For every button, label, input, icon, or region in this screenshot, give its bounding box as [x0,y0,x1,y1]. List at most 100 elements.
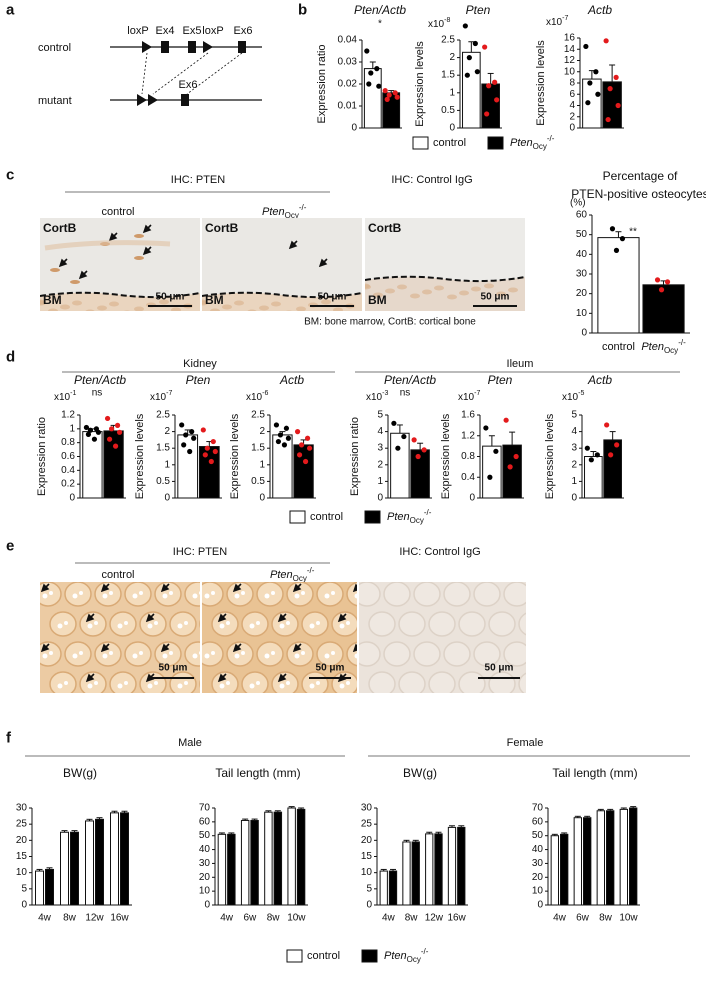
paneth [162,653,168,659]
panel-label: b [298,2,307,19]
data-point [492,79,498,85]
y-tick-label: 0.5 [156,476,170,487]
data-point [614,442,620,448]
y-tick-label: 40 [199,844,211,855]
paneth [79,651,83,655]
group-title: Male [178,737,202,749]
crypt [256,641,284,667]
data-point [210,438,216,445]
bar [177,434,199,499]
data-point [391,420,397,426]
data-point [212,448,218,455]
caption-text: Pten [270,569,293,581]
y-multiplier: x10-3 [366,390,388,403]
data-point [474,69,480,75]
paneth [219,683,225,689]
y-tick-label: 1.5 [441,70,455,81]
y-tick-label: 0 [537,900,543,911]
data-point [95,429,102,435]
element-label: Ex4 [156,25,175,37]
data-point [392,90,398,96]
series-name-sub: Ocy [410,516,424,525]
bar [379,870,388,906]
crypt [241,611,269,637]
bar [425,833,434,906]
chart-title: Tail length (mm) [215,766,300,780]
crypt [184,641,200,667]
paneth [177,623,183,629]
data-point [605,116,611,123]
boundary [365,275,525,283]
legend-swatch [364,510,381,524]
y-tick-label: 0.5 [441,105,455,116]
crypt [398,671,426,693]
paneth [271,591,275,595]
marrow-cell [365,284,371,290]
y-multiplier-exp: -1 [70,390,76,397]
y-tick-label: 60 [576,210,588,221]
paneth [324,593,330,599]
arrow [85,673,95,683]
data-point [366,81,372,87]
y-label: Expression levels [535,40,547,126]
y-multiplier-base: x10 [54,392,71,403]
arrow [100,583,110,593]
data-point [608,452,614,458]
paneth [339,623,345,629]
y-tick-label: 60 [532,816,544,827]
region-label: CortB [43,221,77,235]
paneth [226,621,230,625]
paneth [241,591,245,595]
arrow [160,643,170,653]
arrow [145,673,155,683]
paneth [109,591,113,595]
paneth [301,591,305,595]
y-tick-label: 2 [449,52,455,63]
y-tick-label: 0 [569,123,575,134]
series-name: control [310,511,343,523]
marrow-cell [222,304,232,310]
paneth [286,681,290,685]
data-point [619,236,626,242]
bar [411,841,420,906]
y-multiplier-exp: -3 [382,390,388,397]
y-tick-label: 60 [199,816,211,827]
y-tick-label: 2 [259,426,265,437]
y-tick-label: 0.2 [61,479,75,490]
bar [583,817,592,906]
y-tick-label: 40 [532,844,544,855]
y-tick-label: 1.2 [461,430,475,441]
y-label: Expression ratio [36,417,48,496]
y-tick-label: 15 [361,851,373,862]
chart-title: PTEN-positive osteocytes [571,187,706,201]
group-title: Kidney [183,358,217,370]
y-tick-label: 4 [569,100,575,111]
bar [582,78,602,129]
paneth [64,621,68,625]
y-tick-label: 0.6 [61,451,75,462]
data-point [181,442,187,448]
chart-title: Pten/Actb [74,373,126,387]
crypt [458,671,486,693]
data-point [486,83,492,89]
bar [250,819,259,906]
bar [434,833,443,906]
crypt [428,611,456,637]
marrow-cell [333,307,343,311]
crypt [49,611,77,637]
paneth [49,651,53,655]
chart-title: Pten [488,373,513,387]
region-label: CortB [368,221,402,235]
crypt [443,641,471,667]
arrow [40,583,50,593]
paneth [226,681,230,685]
marrow-cell [286,310,292,311]
y-label: Expression ratio [349,417,361,496]
data-point [609,226,616,232]
marrow-cell [471,286,481,292]
series-name-text: Pten [384,950,407,962]
data-point [421,447,427,453]
crypt [359,641,381,667]
paneth [309,683,315,689]
crypt [301,671,329,693]
